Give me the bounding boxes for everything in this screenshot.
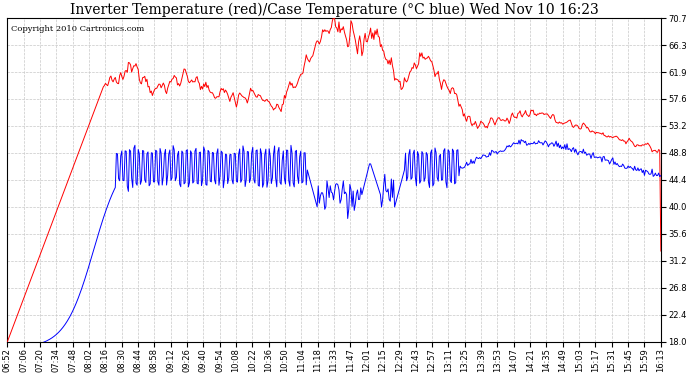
Title: Inverter Temperature (red)/Case Temperature (°C blue) Wed Nov 10 16:23: Inverter Temperature (red)/Case Temperat… [70, 3, 598, 17]
Text: Copyright 2010 Cartronics.com: Copyright 2010 Cartronics.com [10, 25, 144, 33]
